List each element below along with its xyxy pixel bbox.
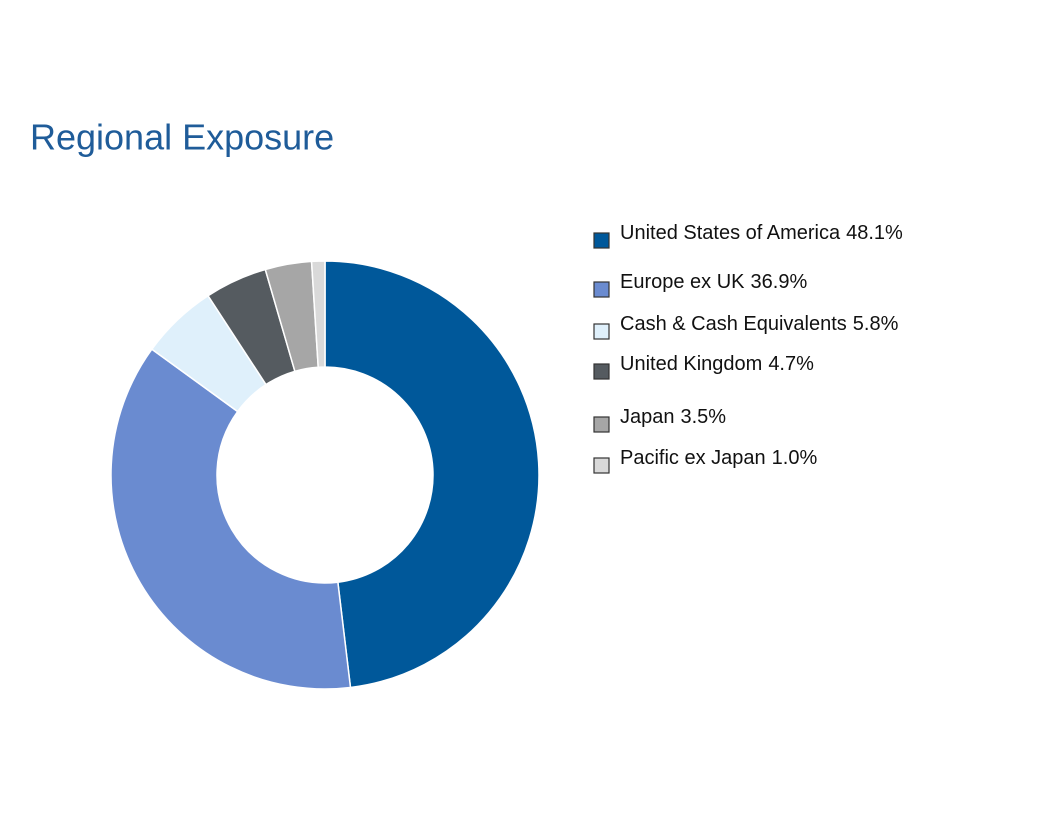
wedge — [310, 260, 326, 369]
legend-name: Japan — [620, 406, 675, 428]
legend-value: 4.7% — [768, 353, 814, 375]
legend-value: 1.0% — [772, 447, 818, 469]
legend-value: 5.8% — [853, 313, 899, 335]
legend-swatch — [593, 363, 610, 380]
legend-swatch — [593, 281, 610, 298]
legend-label: Europe ex UK 36.9% — [620, 271, 807, 293]
legend-name: Europe ex UK — [620, 271, 745, 293]
legend-label: United Kingdom 4.7% — [620, 353, 814, 375]
legend-label: Japan 3.5% — [620, 406, 726, 428]
legend-value: 3.5% — [681, 406, 727, 428]
legend-swatch — [593, 457, 610, 474]
legend-label: Pacific ex Japan 1.0% — [620, 447, 817, 469]
legend-swatch — [593, 232, 610, 249]
legend-value: 36.9% — [751, 271, 808, 293]
legend-label: Cash & Cash Equivalents 5.8% — [620, 313, 899, 335]
legend-name: United States of America — [620, 222, 841, 244]
wedge — [324, 260, 540, 689]
legend-swatch — [593, 416, 610, 433]
legend-value: 48.1% — [846, 222, 903, 244]
legend-swatch — [593, 323, 610, 340]
legend-name: Cash & Cash Equivalents — [620, 313, 847, 335]
chart-title: Regional Exposure — [30, 117, 334, 158]
wedge — [110, 348, 352, 690]
legend-name: United Kingdom — [620, 353, 762, 375]
legend-label: United States of America 48.1% — [620, 222, 903, 244]
legend-name: Pacific ex Japan — [620, 447, 766, 469]
